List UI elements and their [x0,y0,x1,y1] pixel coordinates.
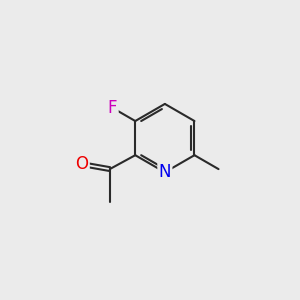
Text: O: O [76,155,88,173]
Text: N: N [159,163,171,181]
Text: F: F [108,99,117,117]
